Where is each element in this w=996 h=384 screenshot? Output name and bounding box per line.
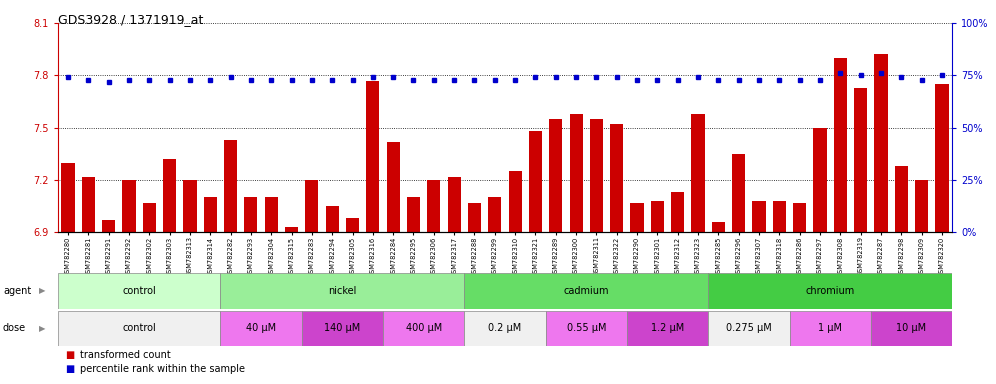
Bar — [123, 180, 135, 232]
Bar — [915, 180, 928, 232]
Bar — [58, 273, 220, 309]
Bar — [546, 311, 626, 346]
Text: GDS3928 / 1371919_at: GDS3928 / 1371919_at — [58, 13, 203, 26]
Bar — [871, 311, 952, 346]
Bar — [814, 127, 827, 232]
Text: ■: ■ — [65, 350, 74, 360]
Bar — [244, 197, 258, 232]
Bar — [894, 166, 908, 232]
Bar — [58, 311, 220, 346]
Text: 0.55 μM: 0.55 μM — [567, 323, 606, 333]
Bar — [62, 162, 75, 232]
Bar — [529, 131, 542, 232]
Bar — [468, 203, 481, 232]
Bar — [611, 124, 623, 232]
Bar — [183, 180, 196, 232]
Bar — [407, 197, 420, 232]
Bar — [346, 218, 360, 232]
Bar — [82, 177, 95, 232]
Bar — [570, 114, 583, 232]
Bar — [708, 311, 790, 346]
Text: agent: agent — [3, 286, 31, 296]
Bar — [427, 180, 440, 232]
Bar — [671, 192, 684, 232]
Bar — [626, 311, 708, 346]
Bar — [708, 273, 952, 309]
Text: nickel: nickel — [328, 286, 357, 296]
Bar — [383, 311, 464, 346]
Text: 1 μM: 1 μM — [818, 323, 843, 333]
Bar — [447, 177, 461, 232]
Text: control: control — [123, 286, 156, 296]
Bar — [834, 58, 847, 232]
Bar — [691, 114, 705, 232]
Text: 1.2 μM: 1.2 μM — [651, 323, 684, 333]
Bar — [203, 197, 217, 232]
Text: ▶: ▶ — [39, 324, 45, 333]
Bar — [773, 201, 786, 232]
Bar — [464, 273, 708, 309]
Bar — [265, 197, 278, 232]
Text: 40 μM: 40 μM — [246, 323, 276, 333]
Text: 140 μM: 140 μM — [325, 323, 361, 333]
Text: 400 μM: 400 μM — [405, 323, 442, 333]
Bar — [488, 197, 501, 232]
Bar — [224, 140, 237, 232]
Text: percentile rank within the sample: percentile rank within the sample — [80, 364, 245, 374]
Text: ■: ■ — [65, 364, 74, 374]
Bar — [326, 206, 339, 232]
Bar — [790, 311, 871, 346]
Text: transformed count: transformed count — [80, 350, 170, 360]
Text: ▶: ▶ — [39, 286, 45, 295]
Bar — [793, 203, 807, 232]
Text: 0.275 μM: 0.275 μM — [726, 323, 772, 333]
Bar — [935, 84, 948, 232]
Bar — [386, 142, 399, 232]
Text: cadmium: cadmium — [564, 286, 609, 296]
Bar — [367, 81, 379, 232]
Bar — [305, 180, 319, 232]
Bar — [712, 222, 725, 232]
Text: 10 μM: 10 μM — [896, 323, 926, 333]
Bar — [874, 55, 887, 232]
Bar — [752, 201, 766, 232]
Bar — [549, 119, 563, 232]
Bar — [855, 88, 868, 232]
Bar — [220, 311, 302, 346]
Bar — [650, 201, 664, 232]
Text: chromium: chromium — [806, 286, 855, 296]
Bar — [220, 273, 464, 309]
Bar — [102, 220, 116, 232]
Bar — [285, 227, 298, 232]
Text: dose: dose — [3, 323, 26, 333]
Bar — [142, 203, 155, 232]
Bar — [732, 154, 745, 232]
Text: 0.2 μM: 0.2 μM — [488, 323, 522, 333]
Bar — [302, 311, 383, 346]
Bar — [590, 119, 603, 232]
Text: control: control — [123, 323, 156, 333]
Bar — [163, 159, 176, 232]
Bar — [630, 203, 643, 232]
Bar — [464, 311, 546, 346]
Bar — [509, 171, 522, 232]
